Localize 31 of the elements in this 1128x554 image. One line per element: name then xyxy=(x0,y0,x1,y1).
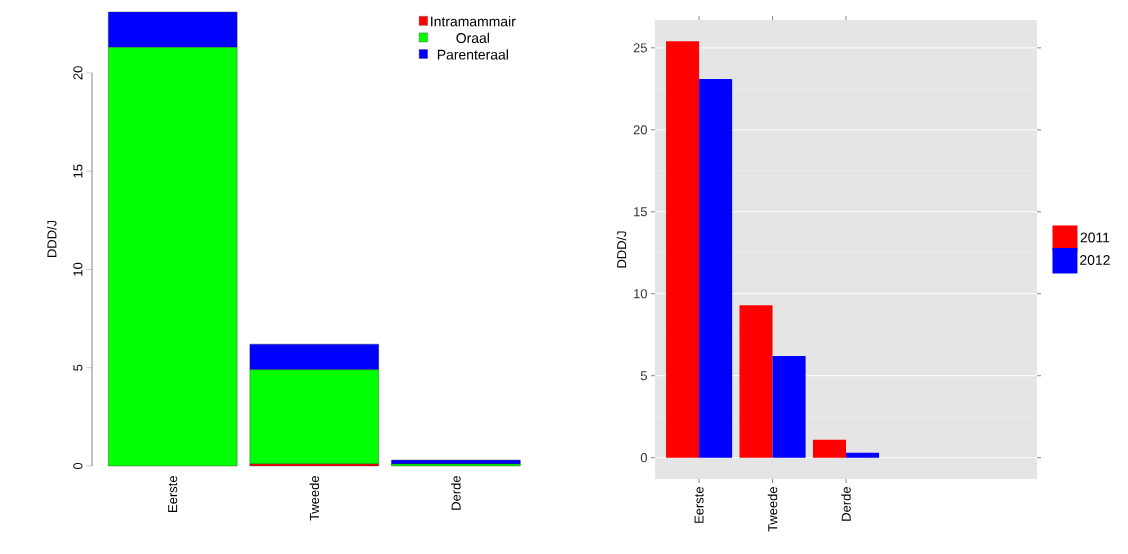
bar xyxy=(666,41,700,458)
y-axis-title: DDD/J xyxy=(46,220,57,257)
x-tick-label: Derde xyxy=(841,487,851,521)
y-axis-title: DDD/J xyxy=(616,231,627,268)
legend-label: 2011 xyxy=(1080,232,1110,243)
y-tick-label: 0 xyxy=(640,453,647,463)
bar xyxy=(739,305,773,458)
legend-label: Oraal xyxy=(456,32,489,43)
bar xyxy=(699,79,733,458)
bar xyxy=(772,356,806,458)
y-tick-label: 0 xyxy=(73,462,83,470)
y-tick-label: 20 xyxy=(73,66,83,80)
y-tick-label: 25 xyxy=(633,43,647,53)
y-tick-label: 10 xyxy=(634,289,647,299)
y-tick-label: 15 xyxy=(73,164,83,178)
legend-label: Intramammair xyxy=(431,16,516,27)
legend-label: 2012 xyxy=(1080,255,1110,265)
y-tick-label: 20 xyxy=(633,125,647,135)
bar xyxy=(812,439,847,458)
x-tick-label: Tweede xyxy=(309,476,320,521)
x-tick-label: Eerste xyxy=(168,476,178,512)
bar xyxy=(391,459,521,465)
legend-label: Parenteraal xyxy=(437,49,508,60)
y-tick-label: 15 xyxy=(634,207,647,217)
y-tick-label: 5 xyxy=(640,371,647,381)
x-tick-label: Tweede xyxy=(767,487,778,532)
x-tick-label: Derde xyxy=(451,476,461,510)
x-tick-label: Eerste xyxy=(694,487,704,523)
y-tick-label: 5 xyxy=(73,364,83,371)
bar xyxy=(846,452,880,458)
y-tick-label: 10 xyxy=(73,262,83,276)
